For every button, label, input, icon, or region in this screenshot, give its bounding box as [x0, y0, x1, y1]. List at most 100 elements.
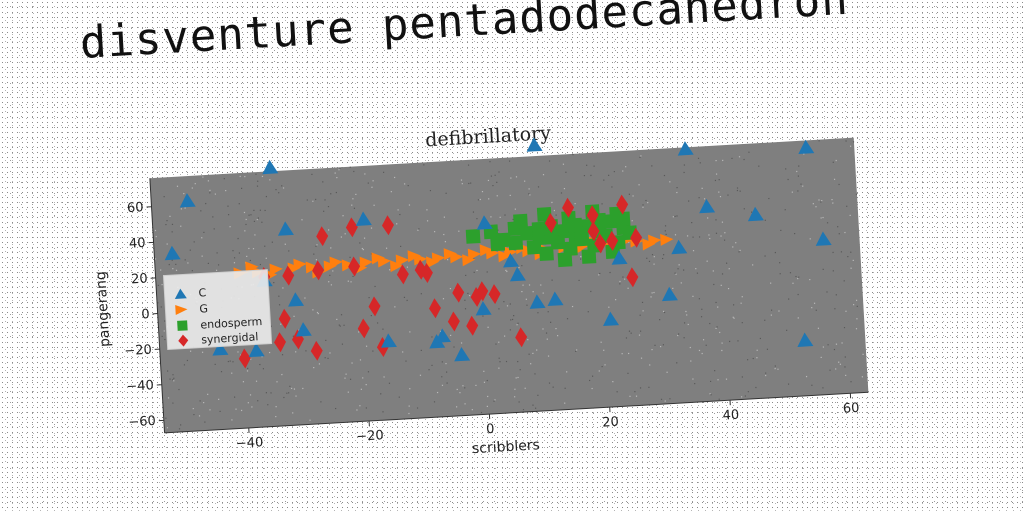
noise-speck: [822, 216, 824, 219]
plot-area: [149, 137, 869, 433]
noise-speck: [590, 174, 592, 177]
noise-speck: [288, 250, 290, 252]
noise-speck: [612, 380, 614, 383]
noise-speck: [220, 371, 223, 373]
noise-speck: [479, 198, 481, 201]
noise-speck: [515, 176, 518, 178]
noise-speck: [219, 410, 221, 413]
noise-speck: [161, 335, 163, 338]
legend-label-synergidal: synergidal: [201, 330, 259, 346]
point-G: [390, 260, 404, 273]
noise-speck: [293, 388, 296, 390]
noise-speck: [281, 354, 284, 356]
noise-speck: [282, 187, 285, 189]
noise-speck: [304, 297, 306, 299]
noise-speck: [829, 369, 831, 371]
noise-speck: [409, 388, 411, 390]
noise-speck: [396, 223, 398, 225]
noise-speck: [198, 415, 201, 417]
noise-speck: [698, 298, 701, 300]
noise-speck: [811, 384, 813, 386]
noise-speck: [743, 158, 745, 161]
noise-speck: [815, 309, 817, 311]
noise-speck: [332, 270, 334, 272]
noise-speck: [722, 159, 724, 162]
noise-speck: [604, 364, 606, 366]
noise-speck: [622, 170, 624, 172]
noise-speck: [191, 270, 193, 272]
noise-speck: [572, 154, 574, 156]
noise-speck: [383, 376, 385, 378]
noise-speck: [264, 245, 266, 247]
noise-speck: [701, 187, 703, 189]
noise-speck: [352, 275, 354, 278]
noise-speck: [650, 296, 652, 298]
noise-speck: [173, 380, 175, 382]
noise-speck: [802, 185, 804, 187]
point-synergidal: [357, 318, 370, 339]
noise-speck: [175, 263, 177, 266]
noise-speck: [261, 221, 263, 223]
noise-speck: [248, 214, 250, 216]
noise-speck: [832, 270, 834, 272]
noise-speck: [254, 234, 256, 236]
noise-speck: [344, 377, 346, 379]
noise-speck: [334, 407, 337, 410]
noise-speck: [529, 194, 531, 196]
noise-speck: [403, 183, 406, 185]
legend: C G endosperm synergidal: [162, 269, 273, 351]
noise-speck: [608, 174, 610, 176]
noise-speck: [850, 381, 852, 383]
point-C: [476, 215, 493, 230]
noise-speck: [769, 282, 772, 284]
noise-speck: [791, 191, 793, 193]
noise-speck: [504, 214, 506, 216]
noise-speck: [229, 360, 231, 362]
noise-speck: [394, 306, 396, 308]
y-tick-label: 0: [141, 307, 150, 322]
noise-speck: [365, 345, 368, 347]
noise-speck: [246, 255, 248, 258]
noise-speck: [382, 328, 384, 330]
noise-speck: [511, 318, 514, 321]
noise-speck: [487, 179, 490, 182]
noise-speck: [267, 404, 269, 406]
noise-speck: [792, 282, 794, 284]
noise-speck: [527, 339, 529, 341]
noise-speck: [720, 284, 722, 286]
noise-speck: [246, 370, 249, 372]
noise-speck: [160, 306, 162, 308]
point-synergidal: [291, 329, 304, 350]
noise-speck: [844, 366, 846, 368]
noise-speck: [683, 164, 686, 166]
noise-speck: [640, 155, 642, 157]
noise-speck: [545, 332, 548, 334]
noise-speck: [542, 174, 545, 176]
noise-speck: [699, 162, 701, 164]
x-tick-label: 20: [602, 415, 619, 431]
noise-speck: [758, 165, 760, 167]
noise-speck: [564, 402, 566, 404]
noise-speck: [316, 244, 318, 246]
noise-speck: [273, 281, 275, 284]
noise-speck: [244, 175, 246, 178]
noise-speck: [496, 195, 498, 197]
point-C: [262, 159, 279, 175]
noise-speck: [312, 309, 314, 311]
noise-speck: [499, 361, 501, 363]
noise-speck: [508, 160, 511, 162]
noise-speck: [498, 341, 500, 343]
noise-speck: [441, 384, 444, 386]
noise-speck: [482, 315, 484, 317]
point-C: [355, 211, 372, 226]
noise-speck: [528, 353, 530, 355]
noise-speck: [599, 272, 601, 275]
noise-speck: [203, 231, 205, 234]
noise-speck: [289, 385, 291, 387]
point-endosperm: [615, 211, 631, 227]
noise-speck: [351, 204, 353, 206]
noise-speck: [822, 387, 824, 389]
noise-speck: [292, 412, 294, 414]
noise-speck: [202, 176, 204, 178]
noise-speck: [750, 211, 753, 213]
